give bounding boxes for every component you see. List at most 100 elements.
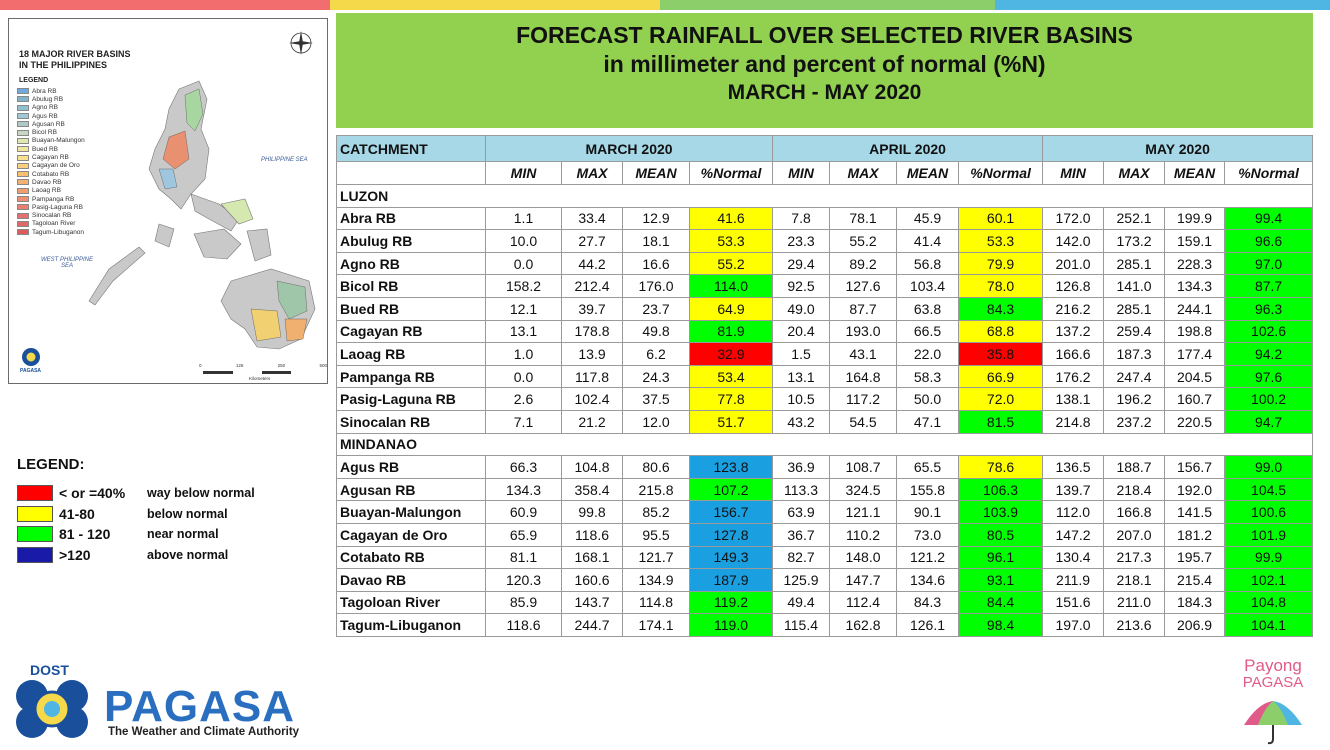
map-legend-item: Abulug RB	[17, 95, 85, 103]
percent-normal-cell: 94.7	[1224, 409, 1314, 434]
map-legend-list: Abra RB Abulug RB Agno RB Agus RB Agusan RB B…	[17, 87, 85, 236]
percent-normal-cell: 97.6	[1224, 364, 1314, 389]
rainfall-value-cell: 228.3	[1164, 251, 1226, 276]
rainfall-value-cell: 13.1	[772, 364, 831, 389]
catchment-name: Tagoloan River	[336, 590, 486, 615]
rainfall-value-cell: 36.9	[772, 455, 831, 479]
page-title-box: FORECAST RAINFALL OVER SELECTED RIVER BA…	[336, 13, 1313, 128]
catchment-name: Pasig-Laguna RB	[336, 387, 486, 411]
rainfall-value-cell: 29.4	[772, 251, 831, 276]
table-row: Agusan RB 134.3 358.4 215.8 107.2 113.3 324.5 1…	[336, 477, 1314, 502]
percent-normal-cell: 102.1	[1224, 568, 1314, 592]
percent-normal-cell: 55.2	[688, 251, 774, 276]
rainfall-value-cell: 23.3	[772, 229, 831, 253]
rainfall-value-cell: 63.9	[772, 500, 831, 524]
rainfall-value-cell: 113.3	[772, 477, 831, 502]
percent-normal-cell: 53.4	[688, 364, 774, 389]
rainfall-value-cell: 85.9	[485, 590, 562, 615]
catchment-name: Davao RB	[336, 568, 486, 592]
pagasa-wordmark: PAGASA	[104, 682, 295, 731]
rainfall-value-cell: 6.2	[622, 342, 690, 366]
legend-range: >120	[59, 546, 91, 563]
table-row: Bued RB 12.1 39.7 23.7 64.9 49.0 87.7 63.8 84.3 2…	[336, 296, 1314, 321]
rainfall-value-cell: 244.7	[561, 613, 623, 637]
percent-normal-cell: 98.4	[958, 613, 1044, 637]
catchment-name: Abra RB	[336, 206, 486, 231]
rainfall-value-cell: 204.5	[1164, 364, 1226, 389]
rainfall-value-cell: 324.5	[829, 477, 898, 502]
rainfall-value-cell: 23.7	[622, 296, 690, 321]
rainfall-value-cell: 117.8	[561, 364, 623, 389]
map-legend-swatch	[17, 171, 29, 178]
rainfall-value-cell: 2.6	[485, 387, 562, 411]
percent-normal-cell: 100.2	[1224, 387, 1314, 411]
rainfall-value-cell: 84.3	[896, 590, 960, 615]
rainfall-value-cell: 65.9	[485, 522, 562, 547]
catchment-name: Sinocalan RB	[336, 409, 486, 434]
percent-normal-cell: 84.3	[958, 296, 1044, 321]
map-legend-label: Bued RB	[32, 145, 59, 153]
percent-normal-cell: 96.3	[1224, 296, 1314, 321]
rainfall-value-cell: 22.0	[896, 342, 960, 366]
legend-description: way below normal	[147, 486, 255, 501]
rainfall-value-cell: 173.2	[1103, 229, 1166, 253]
rainfall-value-cell: 134.9	[622, 568, 690, 592]
percent-normal-cell: 156.7	[688, 500, 774, 524]
table-row: Sinocalan RB 7.1 21.2 12.0 51.7 43.2 54.5 47.1 8…	[336, 409, 1314, 434]
rainfall-value-cell: 66.5	[896, 319, 960, 344]
map-legend-swatch	[17, 179, 29, 186]
catchment-name: Cagayan RB	[336, 319, 486, 344]
legend-description: near normal	[147, 527, 219, 542]
rainfall-value-cell: 1.1	[485, 206, 562, 231]
percent-normal-cell: 51.7	[688, 409, 774, 434]
legend-title: LEGEND:	[17, 456, 85, 473]
percent-normal-cell: 114.0	[688, 274, 774, 298]
rainfall-value-cell: 118.6	[485, 613, 562, 637]
rainfall-table: CATCHMENT MARCH 2020 APRIL 2020 MAY 2020…	[335, 135, 1314, 637]
table-row: Pasig-Laguna RB 2.6 102.4 37.5 77.8 10.5 117.2…	[336, 387, 1314, 411]
rainfall-value-cell: 118.6	[561, 522, 623, 547]
rainfall-value-cell: 0.0	[485, 251, 562, 276]
map-legend-label: Tagoloan River	[32, 220, 76, 228]
map-legend-label: Tagum-Libuganon	[32, 228, 85, 236]
percent-normal-cell: 72.0	[958, 387, 1044, 411]
map-legend-item: Cotabato RB	[17, 170, 85, 178]
percent-normal-cell: 99.0	[1224, 455, 1314, 479]
rainfall-value-cell: 92.5	[772, 274, 831, 298]
rainfall-value-cell: 58.3	[896, 364, 960, 389]
table-row: Cagayan de Oro 65.9 118.6 95.5 127.8 36.7 110.…	[336, 522, 1314, 547]
catchment-name: Pampanga RB	[336, 364, 486, 389]
rainfall-value-cell: 285.1	[1103, 296, 1166, 321]
map-legend-swatch	[17, 187, 29, 194]
month-header-row: CATCHMENT MARCH 2020 APRIL 2020 MAY 2020	[336, 135, 1314, 162]
rainfall-value-cell: 172.0	[1042, 206, 1105, 231]
subheader-cell: MEAN	[622, 161, 690, 185]
catchment-name: Cotabato RB	[336, 545, 486, 570]
rainfall-value-cell: 112.4	[829, 590, 898, 615]
map-legend-swatch	[17, 121, 29, 128]
rainfall-value-cell: 147.7	[829, 568, 898, 592]
rainfall-value-cell: 218.1	[1103, 568, 1166, 592]
rainfall-value-cell: 141.0	[1103, 274, 1166, 298]
subheader-cell: MAX	[561, 161, 623, 185]
subheader-cell: MEAN	[896, 161, 960, 185]
percent-normal-cell: 119.2	[688, 590, 774, 615]
map-legend-label: Davao RB	[32, 178, 62, 186]
map-legend-item: Cagayan RB	[17, 153, 85, 161]
table-row: Agno RB 0.0 44.2 16.6 55.2 29.4 89.2 56.8 79.9 20…	[336, 251, 1314, 276]
legend-swatch	[17, 485, 53, 502]
percent-normal-cell: 99.4	[1224, 206, 1314, 231]
percent-normal-cell: 60.1	[958, 206, 1044, 231]
map-legend-swatch	[17, 113, 29, 120]
rainfall-value-cell: 195.7	[1164, 545, 1226, 570]
map-legend-label: Pampanga RB	[32, 195, 75, 203]
map-legend-swatch	[17, 154, 29, 161]
dost-label: DOST	[30, 662, 69, 678]
rainfall-value-cell: 20.4	[772, 319, 831, 344]
map-legend-label: Agusan RB	[32, 120, 65, 128]
legend-description: below normal	[147, 506, 228, 521]
percent-normal-cell: 78.6	[958, 455, 1044, 479]
percent-normal-cell: 106.3	[958, 477, 1044, 502]
rainfall-value-cell: 126.1	[896, 613, 960, 637]
map-legend-item: Tagum-Libuganon	[17, 228, 85, 236]
